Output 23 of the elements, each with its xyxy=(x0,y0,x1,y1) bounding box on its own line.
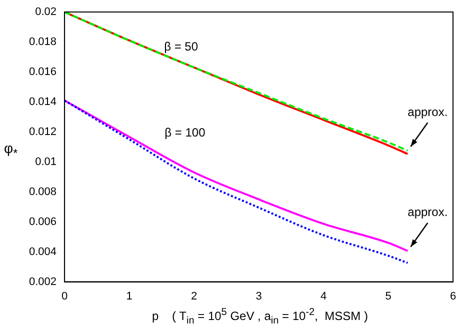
y-tick-label: 0.002 xyxy=(28,276,57,288)
x-tick-label: 6 xyxy=(450,290,456,302)
y-tick-label: 0.006 xyxy=(28,216,57,228)
y-tick-label: 0.016 xyxy=(28,66,57,78)
x-tick-label: 3 xyxy=(256,290,262,302)
text: p ( T$_{in}$ = 10$^{5}$ GeV , a$_{in}$ = 10$^{-2}$, MSSM ) xyxy=(152,307,368,326)
x-tick-label: 2 xyxy=(190,290,198,302)
x-tick-label: 4 xyxy=(320,290,327,302)
y-tick-label: 0.014 xyxy=(28,96,57,108)
x-tick-label: 1 xyxy=(126,290,132,302)
annotation: β = 100 xyxy=(164,126,206,140)
annotation: β = 50 xyxy=(164,39,198,54)
y-tick-label: 0.004 xyxy=(28,246,57,258)
y-tick-label: 0.012 xyxy=(28,126,57,138)
x-tick-label: 0 xyxy=(61,290,68,302)
y-tick-label: 0.008 xyxy=(28,186,57,198)
annotation: approx. xyxy=(408,104,448,119)
y-tick-label: 0.02 xyxy=(35,6,57,18)
x-tick-label: 5 xyxy=(385,290,392,302)
y-axis-title: φ$_{*}$ xyxy=(4,140,18,160)
annotation: approx. xyxy=(408,205,448,220)
y-tick-label: 0.01 xyxy=(35,156,57,168)
y-tick-label: 0.018 xyxy=(28,36,57,48)
